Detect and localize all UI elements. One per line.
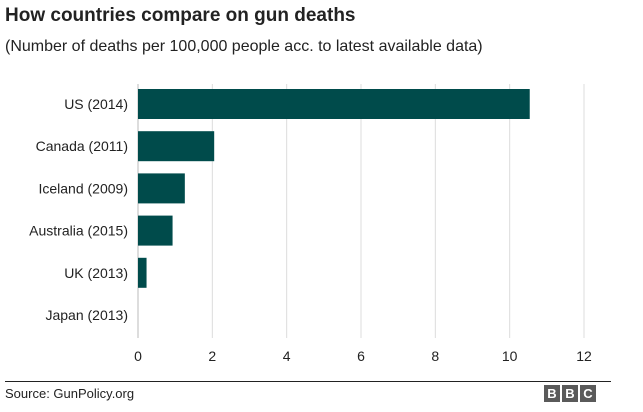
x-tick-label: 0 (134, 348, 142, 364)
bbc-logo-letter: B (562, 385, 578, 402)
bar (138, 257, 147, 288)
source-note: Source: GunPolicy.org (5, 386, 135, 401)
x-tick-label: 6 (357, 348, 365, 364)
category-label: Japan (2013) (45, 307, 128, 323)
x-tick-label: 4 (283, 348, 291, 364)
bbc-logo: B B C (544, 385, 596, 402)
bar-chart: US (2014) Canada (2011) Iceland (2009) Aust… (29, 84, 592, 364)
footer-divider (5, 381, 611, 382)
category-label: Australia (2015) (29, 223, 128, 239)
x-tick-label: 8 (431, 348, 439, 364)
bbc-logo-letter: B (544, 385, 560, 402)
x-tick-label: 10 (502, 348, 518, 364)
x-tick-label: 2 (208, 348, 216, 364)
x-tick-label: 12 (576, 348, 592, 364)
chart-title: How countries compare on gun deaths (5, 5, 356, 26)
bar (138, 173, 185, 204)
chart-subtitle: (Number of deaths per 100,000 people acc… (5, 38, 483, 55)
category-label: Iceland (2009) (38, 180, 128, 196)
category-label: UK (2013) (64, 265, 128, 281)
category-label: US (2014) (64, 96, 128, 112)
bar (138, 131, 215, 162)
bar (138, 89, 530, 119)
bar (138, 215, 173, 246)
bbc-logo-letter: C (580, 385, 596, 402)
category-label: Canada (2011) (36, 138, 128, 154)
